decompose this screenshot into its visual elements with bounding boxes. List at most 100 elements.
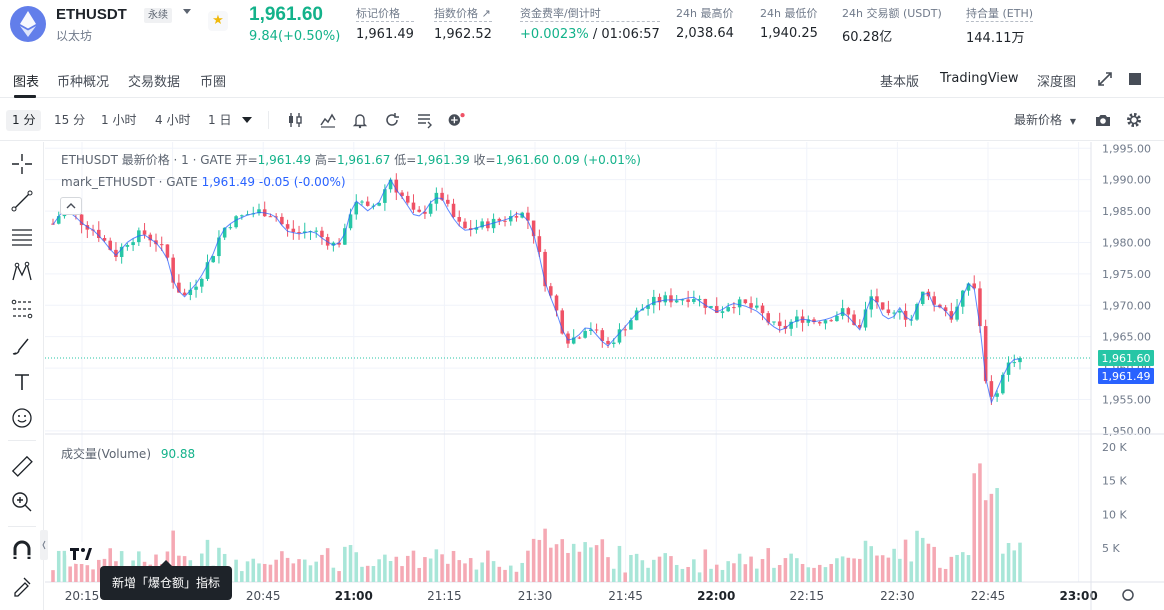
magnet-icon[interactable] — [10, 538, 34, 562]
volume-bar — [1018, 542, 1022, 582]
price-change: 9.84(+0.50%) — [249, 29, 341, 44]
tradingview-logo-icon[interactable] — [66, 542, 96, 564]
brush-icon[interactable] — [10, 334, 34, 358]
volume-bar — [320, 554, 324, 582]
volume-bar — [308, 565, 313, 582]
tab-coin-circle[interactable]: 币圈 — [200, 75, 227, 90]
fib-retracement-icon[interactable] — [10, 297, 34, 321]
stat-open-interest: 持合量 (ETH) 144.11万 — [966, 5, 1034, 46]
text-tool-icon[interactable] — [10, 370, 34, 394]
candle-body — [961, 290, 965, 307]
timeframe-1d[interactable]: 1 日 — [208, 113, 232, 127]
candle-body — [451, 203, 456, 218]
volume-bar — [903, 539, 908, 582]
candle-type-icon[interactable] — [286, 111, 304, 129]
ruler-icon[interactable] — [10, 454, 34, 478]
candle-body — [835, 315, 839, 322]
popout-window-icon[interactable] — [1126, 70, 1144, 88]
candle-body — [480, 221, 484, 228]
volume-bar — [234, 559, 238, 582]
collapse-toolbar-handle[interactable] — [40, 530, 48, 560]
last-price-tag — [1098, 350, 1154, 367]
volume-bar — [611, 568, 616, 582]
symbol-dropdown-icon[interactable] — [183, 9, 191, 14]
volume-bar — [274, 559, 278, 582]
timeframe-1m[interactable]: 1 分 — [6, 110, 42, 131]
candle-body — [280, 216, 284, 225]
screenshot-camera-icon[interactable] — [1094, 111, 1112, 129]
new-indicator-tooltip[interactable]: 新增「爆仓额」指标 — [100, 560, 233, 600]
pattern-tool-icon[interactable] — [10, 260, 34, 284]
add-indicator-icon[interactable] — [447, 111, 465, 129]
legend-open: 1,961.49 — [257, 153, 312, 167]
candle-body — [858, 325, 862, 328]
volume-bar — [869, 546, 874, 582]
volume-bar — [823, 567, 828, 582]
fullscreen-icon[interactable] — [1096, 70, 1114, 88]
volume-bar — [777, 565, 782, 582]
volume-bar — [405, 555, 410, 582]
volume-bar — [497, 566, 502, 582]
tab-tradingview[interactable]: TradingView — [940, 71, 1019, 86]
price-chart[interactable]: 1,995.00 1,990.00 1,985.00 1,980.00 1,975.00… — [45, 142, 1164, 610]
candle-body — [291, 228, 296, 233]
volume-value: 90.88 — [160, 447, 196, 461]
candle-body — [314, 230, 318, 232]
candle-body — [892, 312, 896, 314]
volume-bar — [474, 569, 479, 582]
volume-bar — [629, 554, 633, 582]
candle-body — [165, 244, 170, 258]
symbol-name[interactable]: ETHUSDT — [56, 6, 127, 23]
alert-icon[interactable] — [351, 111, 369, 129]
candle-body — [766, 313, 771, 323]
volume-bar — [961, 552, 965, 582]
replay-icon[interactable] — [383, 111, 401, 129]
tab-basic-chart[interactable]: 基本版 — [880, 75, 920, 90]
volume-bar — [451, 550, 456, 582]
templates-icon[interactable] — [415, 111, 433, 129]
volume-bar — [875, 555, 879, 582]
tab-chart[interactable]: 图表 — [13, 75, 40, 90]
stat-24h-turnover: 24h 交易额 (USDT) 60.28亿 — [842, 5, 942, 45]
trend-line-icon[interactable] — [10, 189, 34, 213]
lock-drawing-icon[interactable] — [10, 574, 34, 598]
timeframe-1h[interactable]: 1 小时 — [101, 113, 137, 127]
indicators-icon[interactable] — [319, 111, 337, 129]
volume-bar — [394, 556, 399, 582]
volume-bar — [600, 539, 605, 582]
volume-bar — [1006, 543, 1011, 582]
volume-bar — [205, 539, 210, 582]
favorite-star-icon[interactable]: ★ — [208, 11, 228, 31]
zoom-in-icon[interactable] — [10, 490, 34, 514]
timeframe-15m[interactable]: 15 分 — [54, 113, 86, 127]
candle-body — [1018, 358, 1022, 363]
price-source-select[interactable]: 最新价格 ▼ — [1014, 111, 1076, 128]
candle-body — [772, 321, 776, 323]
candle-body — [674, 300, 679, 303]
crosshair-icon[interactable] — [10, 152, 34, 176]
tab-depth-chart[interactable]: 深度图 — [1037, 75, 1077, 90]
emoji-icon[interactable] — [10, 406, 34, 430]
timeframe-dropdown-icon[interactable] — [242, 116, 252, 124]
candle-body — [125, 245, 130, 247]
horizontal-lines-icon[interactable] — [10, 225, 34, 249]
collapse-legend-button[interactable] — [60, 197, 82, 215]
timeframe-4h[interactable]: 4 小时 — [155, 113, 191, 127]
candle-body — [131, 242, 135, 246]
volume-bar — [938, 567, 942, 582]
volume-bar — [68, 566, 72, 582]
volume-bar — [760, 559, 765, 582]
candle-body — [703, 298, 708, 308]
volume-bar — [537, 539, 542, 582]
candle-body — [320, 230, 324, 238]
tab-trading-data[interactable]: 交易数据 — [128, 75, 181, 90]
volume-bar — [669, 556, 673, 582]
volume-bar — [795, 558, 799, 582]
stat-index-price[interactable]: 指数价格 ↗ 1,962.52 — [434, 5, 492, 42]
candle-body — [325, 237, 330, 246]
settings-gear-icon[interactable] — [1125, 111, 1143, 129]
candle-body — [863, 309, 868, 328]
candle-body — [806, 319, 811, 323]
legend-mark-change: -0.05 (-0.00%) — [258, 175, 346, 189]
tab-coin-overview[interactable]: 币种概况 — [57, 75, 110, 90]
